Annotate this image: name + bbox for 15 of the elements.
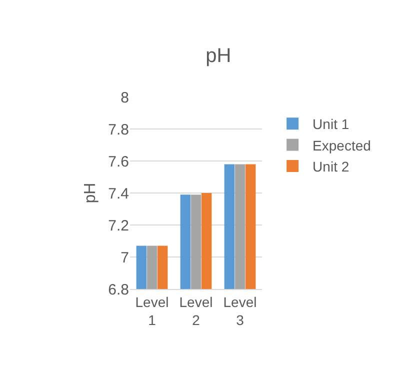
- y-axis-title: pH: [82, 182, 100, 204]
- legend-label: Expected: [312, 137, 371, 154]
- legend-label: Unit 2: [312, 158, 350, 174]
- x-tick-label: Level 1: [135, 294, 169, 328]
- legend-label: Unit 1: [312, 116, 350, 132]
- y-tick-label: 7.8: [108, 121, 129, 138]
- y-tick-label: 7.4: [108, 185, 129, 202]
- chart-title: pH: [206, 45, 232, 68]
- x-tick-label: Level 3: [223, 294, 257, 328]
- y-tick-label: 6.8: [108, 281, 129, 298]
- y-tick-label: 7.2: [108, 217, 129, 234]
- y-tick-label: 8: [120, 89, 129, 106]
- y-tick-label: 7: [120, 249, 129, 266]
- y-tick-label: 7.6: [108, 153, 129, 170]
- x-tick-label: Level 2: [179, 294, 213, 328]
